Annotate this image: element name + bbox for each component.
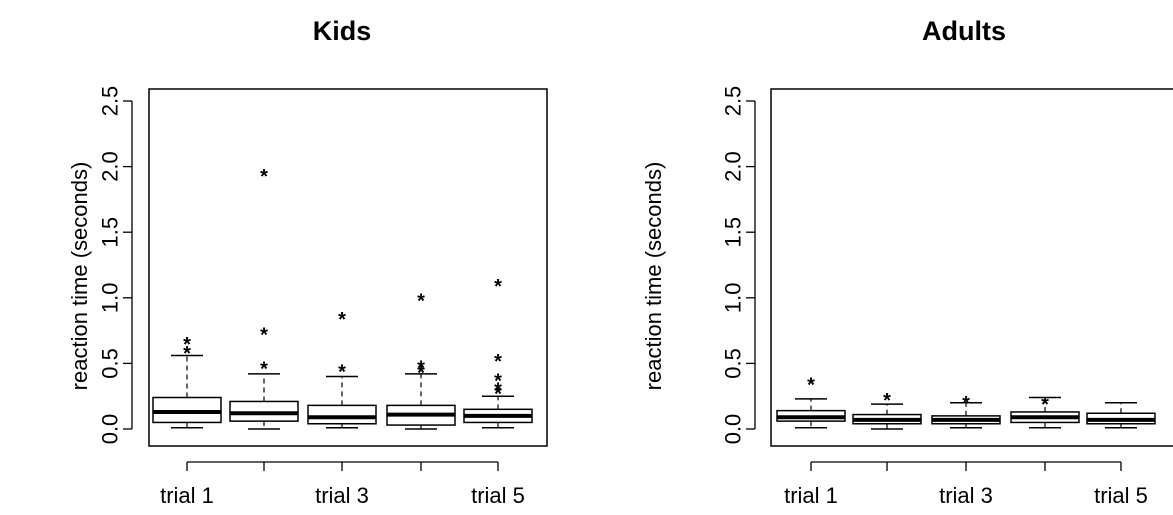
outlier-point: * (1041, 394, 1049, 416)
outlier-point: * (183, 343, 191, 365)
outlier-point: * (417, 357, 425, 379)
box-adults-3: * (931, 393, 1001, 429)
outlier-point: * (494, 380, 502, 402)
y-tick-label-kids: 1.5 (98, 217, 123, 248)
x-axis-adults: trial 1 trial 3 trial 5 (784, 461, 1148, 508)
box-adults-5 (1086, 402, 1156, 429)
y-tick-label-kids: 0.0 (98, 414, 123, 445)
box-kids-5: ***** (463, 276, 533, 429)
x-tick-label-kids: trial 1 (160, 483, 214, 508)
y-tick-label-kids: 1.0 (98, 283, 123, 314)
y-axis-adults: 0.0 0.5 1.0 1.5 2.0 2.5 (721, 86, 756, 445)
panel-title-kids: Kids (313, 16, 372, 46)
outlier-point: * (260, 325, 268, 347)
outlier-point: * (494, 276, 502, 298)
box-kids-1: ** (152, 334, 222, 429)
y-tick-label-adults: 0.5 (721, 348, 746, 379)
y-axis-kids: 0.0 0.5 1.0 1.5 2.0 2.5 (98, 86, 133, 445)
box-kids-4: *** (386, 290, 456, 430)
boxes-adults: * * * * (776, 374, 1156, 430)
x-tick-label-kids: trial 3 (315, 483, 369, 508)
y-tick-label-adults: 2.5 (721, 86, 746, 117)
panel-title-adults: Adults (922, 16, 1006, 46)
y-tick-label-kids: 0.5 (98, 348, 123, 379)
box-kids-2: * * * (229, 166, 299, 430)
y-tick-label-adults: 0.0 (721, 414, 746, 445)
x-tick-label-adults: trial 3 (939, 483, 993, 508)
outlier-point: * (260, 166, 268, 188)
box-adults-1: * (776, 374, 846, 429)
outlier-point: * (338, 309, 346, 331)
outlier-point: * (962, 393, 970, 415)
x-tick-label-adults: trial 5 (1094, 483, 1148, 508)
y-tick-label-kids: 2.0 (98, 151, 123, 182)
outlier-point: * (883, 390, 891, 412)
outlier-point: * (417, 290, 425, 312)
y-tick-label-adults: 1.5 (721, 217, 746, 248)
box-adults-4: * (1010, 394, 1080, 429)
y-axis-label-kids: reaction time (seconds) (67, 162, 92, 391)
box-adults-2: * (852, 390, 922, 430)
outlier-point: * (417, 363, 425, 385)
outlier-point: * (494, 371, 502, 393)
outlier-point: * (260, 359, 268, 381)
x-tick-label-adults: trial 1 (784, 483, 838, 508)
boxes-kids: *************** (152, 166, 533, 430)
outlier-point: * (807, 374, 815, 396)
y-tick-label-kids: 2.5 (98, 86, 123, 117)
panel-adults: Adults reaction time (seconds) 0.0 0.5 1.0… (641, 16, 1173, 508)
x-axis-kids: trial 1 trial 3 trial 5 (160, 461, 525, 508)
outlier-point: * (338, 361, 346, 383)
box-kids-3: ** (307, 309, 377, 429)
y-axis-label-adults: reaction time (seconds) (641, 162, 666, 391)
y-tick-label-adults: 1.0 (721, 283, 746, 314)
outlier-point: * (494, 384, 502, 406)
y-tick-label-adults: 2.0 (721, 151, 746, 182)
panel-kids: Kids reaction time (seconds) 0.0 0.5 1.0 1.… (67, 16, 548, 508)
x-tick-label-kids: trial 5 (471, 483, 525, 508)
iqr-box (307, 404, 377, 425)
plot-frame-kids (148, 88, 548, 447)
outlier-point: * (494, 351, 502, 373)
plot-frame-adults (770, 88, 1173, 447)
outlier-point: * (183, 334, 191, 356)
